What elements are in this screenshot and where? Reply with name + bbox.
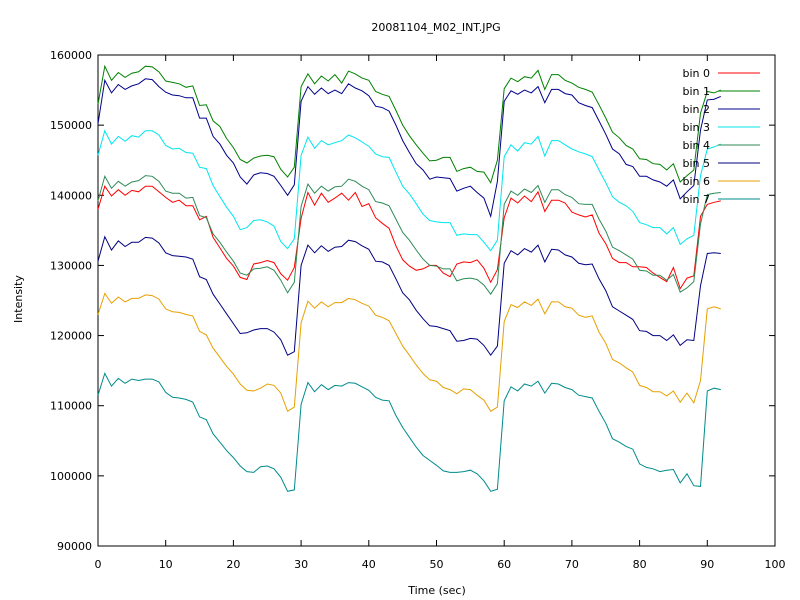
legend-label: bin 4 xyxy=(682,139,710,152)
y-tick-label: 120000 xyxy=(50,330,92,343)
series-line-bin-1 xyxy=(97,64,721,184)
y-tick-label: 110000 xyxy=(50,400,92,413)
plot-frame xyxy=(97,54,776,547)
legend-label: bin 6 xyxy=(682,175,710,188)
x-tick-label: 100 xyxy=(765,558,786,571)
legend-label: bin 1 xyxy=(682,85,710,98)
y-tick-label: 90000 xyxy=(57,540,92,553)
series-lines xyxy=(97,64,721,492)
y-tick-label: 140000 xyxy=(50,189,92,202)
y-tick-label: 160000 xyxy=(50,49,92,62)
axes xyxy=(97,54,776,547)
x-axis-ticks: 0 10 20 30 40 50 60 70 80 90 100 xyxy=(95,55,786,571)
legend-label: bin 5 xyxy=(682,157,710,170)
x-axis-label: Time (sec) xyxy=(407,584,466,597)
series-line-bin-4 xyxy=(97,174,721,296)
y-tick-label: 100000 xyxy=(50,470,92,483)
legend-label: bin 7 xyxy=(682,193,710,206)
x-tick-label: 0 xyxy=(95,558,102,571)
y-tick-label: 130000 xyxy=(50,259,92,272)
x-tick-label: 20 xyxy=(226,558,240,571)
x-tick-label: 90 xyxy=(700,558,714,571)
series-line-bin-6 xyxy=(97,292,721,413)
series-line-bin-3 xyxy=(97,129,721,252)
series-line-bin-5 xyxy=(97,235,721,357)
x-tick-label: 30 xyxy=(294,558,308,571)
legend-label: bin 2 xyxy=(682,103,710,116)
legend-label: bin 3 xyxy=(682,121,710,134)
chart-title: 20081104_M02_INT.JPG xyxy=(371,21,500,34)
series-line-bin-0 xyxy=(97,185,721,290)
x-tick-label: 80 xyxy=(633,558,647,571)
x-tick-label: 70 xyxy=(565,558,579,571)
x-tick-label: 40 xyxy=(362,558,376,571)
series-line-bin-7 xyxy=(97,372,721,492)
legend-label: bin 0 xyxy=(682,67,710,80)
y-tick-label: 150000 xyxy=(50,119,92,132)
series-line-bin-2 xyxy=(97,78,721,219)
x-tick-label: 50 xyxy=(430,558,444,571)
legend: bin 0 bin 1 bin 2 bin 3 bin 4 bin 5 bin 6 bin 7 xyxy=(682,67,760,206)
y-axis-ticks: 90000 100000 110000 120000 130000 140000 15000… xyxy=(50,49,775,553)
y-axis-label: Intensity xyxy=(12,275,25,323)
x-tick-label: 60 xyxy=(497,558,511,571)
x-tick-label: 10 xyxy=(159,558,173,571)
